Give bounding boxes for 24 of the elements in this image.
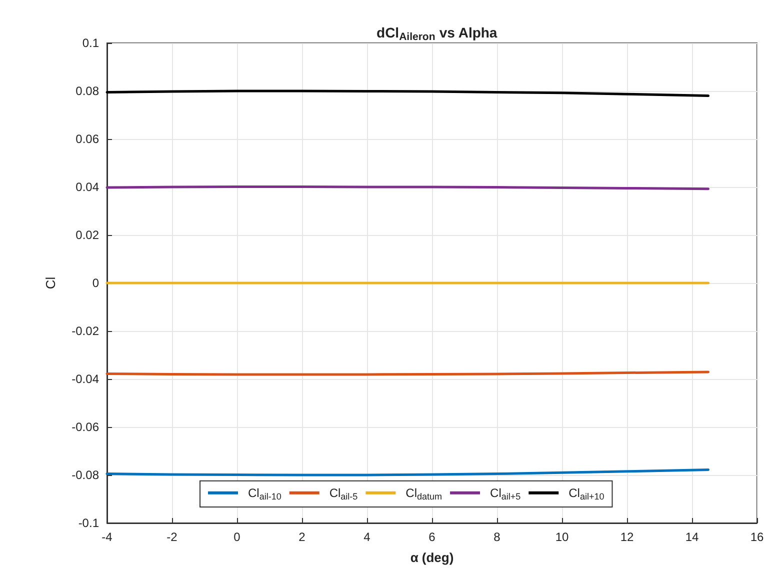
y-tick-label: -0.1 <box>78 516 100 530</box>
x-tick-label: 10 <box>555 530 569 544</box>
x-tick-label: -2 <box>166 530 178 544</box>
y-tick-label: -0.02 <box>72 324 100 338</box>
x-tick-label: 8 <box>494 530 501 544</box>
y-tick-label: -0.04 <box>72 372 100 386</box>
x-tick-label: 12 <box>620 530 634 544</box>
x-axis-title: α (deg) <box>410 550 454 565</box>
x-tick-label: 4 <box>364 530 371 544</box>
x-tick-label: 14 <box>685 530 699 544</box>
x-tick-label: -4 <box>102 530 113 544</box>
y-tick-label: 0.1 <box>82 36 100 50</box>
x-tick-label: 2 <box>298 530 306 544</box>
y-tick-label: 0.06 <box>76 132 100 146</box>
x-tick-label: 6 <box>428 530 436 544</box>
y-tick-label: -0.08 <box>72 468 100 482</box>
y-tick-label: 0.02 <box>76 228 100 242</box>
x-tick-label: 0 <box>234 530 241 544</box>
y-tick-label: 0.04 <box>76 180 100 194</box>
y-tick-label: -0.06 <box>72 420 100 434</box>
x-tick-label: 16 <box>750 530 764 544</box>
y-tick-label: 0.08 <box>76 84 100 98</box>
y-axis-title: Cl <box>43 276 58 290</box>
y-tick-label: 0 <box>92 276 100 290</box>
